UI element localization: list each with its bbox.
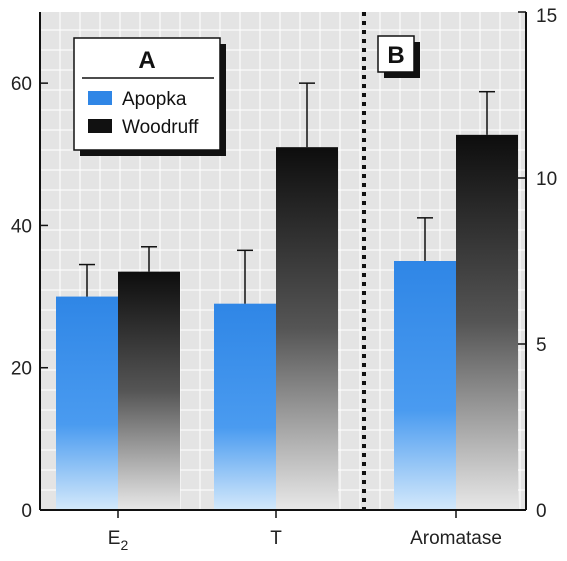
bar-apopka [214,303,276,510]
y-tick-label-left: 60 [11,74,32,95]
legend-label-apopka: Apopka [122,89,187,110]
panel-label-b: B [387,42,404,69]
y-tick-label-left: 40 [11,216,32,237]
ticks: 0 20 40 60 0 5 10 15 [11,6,557,522]
category-label: T [270,528,282,549]
panel-label-a: A [138,47,155,74]
legend-swatch-apopka [88,91,112,105]
y-tick-label-right: 15 [536,6,557,27]
y-tick-label-right: 5 [536,335,547,356]
bar-woodruff [456,134,518,510]
category-label-subscript: 2 [120,537,128,553]
category-label: E2 [108,528,129,553]
bar-woodruff [118,271,180,510]
y-tick-label-right: 0 [536,501,547,522]
category-label: Aromatase [410,528,502,549]
bar-apopka [394,261,456,510]
bar-woodruff [276,147,338,510]
legend-label-woodruff: Woodruff [122,117,199,138]
bar-apopka [56,296,118,510]
y-tick-label-left: 20 [11,359,32,380]
y-tick-label-right: 10 [536,169,557,190]
legend: A Apopka Woodruff [73,37,226,156]
panel-b-label-box: B [377,35,420,78]
bars [56,82,518,510]
y-tick-label-left: 0 [21,501,32,522]
legend-swatch-woodruff [88,119,112,133]
panel-b-box [377,35,415,73]
category-labels: E2 T Aromatase [108,528,502,553]
